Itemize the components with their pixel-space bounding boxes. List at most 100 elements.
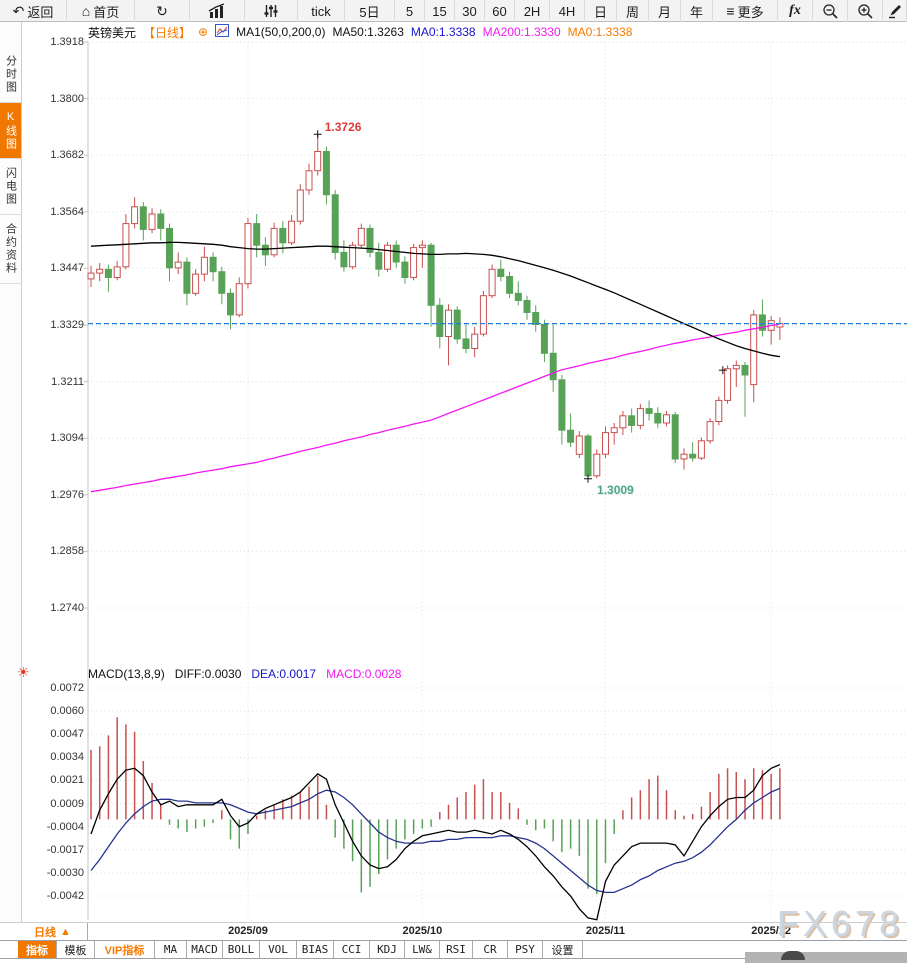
period-year-button[interactable]: 年 — [681, 0, 713, 22]
period-5-button-label: 5 — [405, 3, 414, 19]
macd-axis-tick: 0.0047 — [50, 728, 84, 741]
price-axis-tick: 1.3918 — [50, 36, 84, 48]
macd-formula: MACD(13,8,9) — [88, 666, 165, 681]
period-day-button[interactable]: 日 — [585, 0, 617, 22]
high-price-annotation: 1.3726 — [324, 120, 362, 135]
mini-chart-icon — [215, 24, 230, 40]
pen-icon — [887, 3, 903, 19]
watermark: FX678 — [776, 903, 903, 944]
macd-axis-tick: -0.0017 — [46, 843, 84, 856]
back-button-label: 返回 — [27, 4, 54, 20]
equalizer-icon — [263, 3, 279, 19]
tab-cr[interactable]: CR — [473, 941, 508, 958]
more-button[interactable]: ≡ 更多 — [713, 0, 778, 22]
home-button-label: 首页 — [93, 4, 120, 20]
price-axis-tick: 1.2858 — [50, 545, 84, 558]
period-year-button-label: 年 — [689, 4, 703, 20]
period-15-button[interactable]: 15 — [425, 0, 455, 22]
tab-设置[interactable]: 设置 — [543, 941, 583, 958]
ma200-value: MA200:1.3330 — [482, 25, 561, 39]
refresh-button[interactable]: ↻ — [135, 0, 190, 22]
macd-axis-tick: -0.0030 — [46, 866, 84, 879]
tab-psy[interactable]: PSY — [508, 941, 543, 958]
sidebar-item-contract-info[interactable]: 合约资料 — [0, 215, 21, 284]
period-selector[interactable]: 日线 ▲ — [18, 923, 88, 941]
period-60-button[interactable]: 60 — [485, 0, 515, 22]
symbol-name: 英镑美元 — [88, 25, 137, 40]
home-button[interactable]: ⌂ 首页 — [67, 0, 135, 22]
month-label: 2025/09 — [228, 925, 268, 937]
price-axis-tick: 1.3329 — [50, 319, 84, 331]
tab-kdj[interactable]: KDJ — [370, 941, 405, 958]
macd-axis-tick: 0.0034 — [50, 751, 84, 764]
period-4h-button[interactable]: 4H — [550, 0, 585, 22]
ma0-blue-value: MA0:1.3338 — [410, 25, 476, 39]
refresh-icon: ↻ — [156, 3, 168, 19]
macd-axis-tick: -0.0042 — [46, 890, 84, 902]
tab-vip指标[interactable]: VIP指标 — [95, 941, 155, 958]
menu-icon: ≡ — [726, 3, 735, 19]
period-week-button[interactable]: 周 — [617, 0, 649, 22]
ma50-value: MA50:1.3263 — [332, 25, 404, 39]
tab-cci[interactable]: CCI — [334, 941, 370, 958]
tab-vol[interactable]: VOL — [260, 941, 297, 958]
back-button[interactable]: ↶ 返回 — [0, 0, 67, 22]
period-day-button-label: 日 — [593, 4, 607, 20]
sidebar-item-flash-chart[interactable]: 闪电图 — [0, 159, 21, 215]
macd-axis-tick: 0.0021 — [50, 774, 84, 787]
more-button-label: 更多 — [737, 4, 764, 20]
price-axis-tick: 1.2740 — [50, 602, 84, 614]
chart-header: 英镑美元 【日线】 ⊕ MA1(50,0,200,0) MA50:1.3263 … — [88, 24, 632, 40]
tab-bias[interactable]: BIAS — [297, 941, 334, 958]
tick-button[interactable]: tick — [298, 0, 345, 22]
bottom-scrollbar[interactable] — [745, 952, 907, 963]
tab-模板[interactable]: 模板 — [57, 941, 95, 958]
month-label: 2025/11 — [585, 925, 626, 937]
period-30-button[interactable]: 30 — [455, 0, 485, 22]
period-60-button-label: 60 — [492, 3, 507, 19]
period-5d-button[interactable]: 5日 — [345, 0, 395, 22]
price-axis-tick: 1.3800 — [50, 92, 84, 105]
trend-chart-button[interactable] — [190, 0, 245, 22]
sidebar-item-time-chart[interactable]: 分时图 — [0, 46, 21, 103]
trend-chart-icon — [208, 3, 226, 19]
macd-header: MACD(13,8,9) DIFF:0.0030 DEA:0.0017 MACD… — [88, 666, 401, 681]
add-indicator-icon[interactable]: ⊕ — [198, 25, 209, 39]
scrollbar-handle[interactable] — [781, 951, 805, 960]
indicator-settings-sun-icon[interactable]: ☀ — [17, 664, 30, 680]
indicator-fx-button[interactable]: fx — [778, 0, 813, 22]
macd-axis-tick: 0.0060 — [50, 705, 84, 718]
zoom-in-icon — [857, 3, 874, 20]
tab-指标[interactable]: 指标 — [18, 941, 57, 958]
zoom-out-button[interactable] — [813, 0, 848, 22]
price-axis-tick: 1.3447 — [50, 262, 84, 275]
macd-diff-value: DIFF:0.0030 — [174, 666, 242, 681]
month-label: 2025/10 — [402, 925, 443, 937]
candle-chart-button[interactable] — [245, 0, 298, 22]
period-5-button[interactable]: 5 — [395, 0, 425, 22]
tab-boll[interactable]: BOLL — [223, 941, 260, 958]
macd-axis-tick: -0.0004 — [46, 820, 84, 833]
price-axis-tick: 1.3682 — [50, 149, 84, 162]
period-5d-button-label: 5日 — [359, 4, 380, 20]
zoom-in-button[interactable] — [848, 0, 883, 22]
tab-lw&[interactable]: LW& — [405, 941, 440, 958]
period-15-button-label: 15 — [432, 3, 447, 19]
price-axis-tick: 1.3094 — [50, 432, 84, 445]
macd-axis-tick: 0.0072 — [50, 682, 84, 694]
indicator-tab-bar: 指标 模板 VIP指标 MA MACD BOLL VOL BIAS CCI KDJ LW& RSI CR… — [0, 941, 907, 959]
macd-value: MACD:0.0028 — [326, 666, 402, 681]
home-icon: ⌂ — [81, 3, 91, 19]
back-arrow-icon: ↶ — [12, 3, 25, 19]
tab-rsi[interactable]: RSI — [440, 941, 473, 958]
period-month-button-label: 月 — [657, 4, 671, 20]
period-month-button[interactable]: 月 — [649, 0, 681, 22]
price-axis-tick: 1.2976 — [50, 488, 84, 501]
chart-type-sidebar: 分时图 K线图 闪电图 合约资料 — [0, 22, 22, 922]
tab-macd[interactable]: MACD — [187, 941, 223, 958]
sidebar-item-kline-chart[interactable]: K线图 — [0, 103, 21, 159]
tab-ma[interactable]: MA — [155, 941, 187, 958]
period-2h-button[interactable]: 2H — [515, 0, 550, 22]
